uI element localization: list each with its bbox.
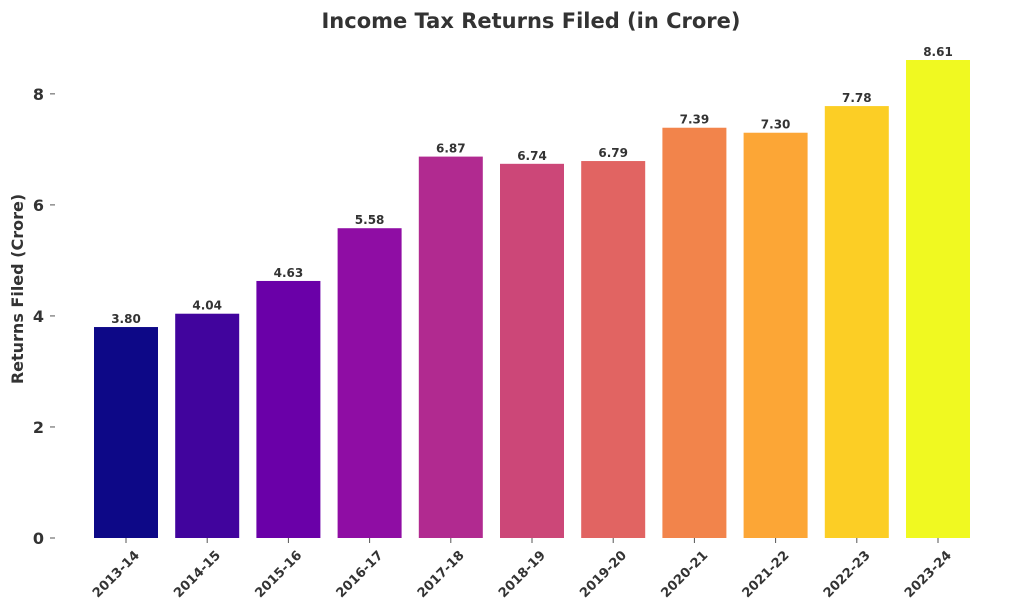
value-label: 3.80 xyxy=(111,312,141,326)
x-tick-label: 2013-14 xyxy=(90,548,143,601)
bar-2023-24 xyxy=(906,60,970,538)
bar-2016-17 xyxy=(337,228,402,538)
value-label: 5.58 xyxy=(355,213,385,227)
value-label: 4.63 xyxy=(274,266,304,280)
bar-2015-16 xyxy=(256,280,321,538)
value-label: 6.79 xyxy=(598,146,628,160)
y-axis: 0 2 4 6 8 xyxy=(33,85,55,548)
x-tick-label: 2017-18 xyxy=(415,548,468,601)
x-tick-label: 2015-16 xyxy=(252,548,305,601)
bar-2014-15 xyxy=(175,313,240,538)
x-tick-label: 2016-17 xyxy=(334,548,387,601)
value-label: 8.61 xyxy=(923,45,953,59)
y-tick-label: 4 xyxy=(33,307,44,326)
bar-2017-18 xyxy=(418,156,483,538)
x-tick-label: 2022-23 xyxy=(821,548,874,601)
value-label: 4.04 xyxy=(192,299,222,313)
y-tick-label: 6 xyxy=(33,196,44,215)
bar-2020-21 xyxy=(662,127,727,539)
x-tick-label: 2023-24 xyxy=(902,548,955,601)
y-tick-label: 2 xyxy=(33,418,44,437)
bar-2018-19 xyxy=(500,163,564,538)
bars-group xyxy=(94,60,970,539)
value-label: 7.78 xyxy=(842,91,872,105)
chart-title: Income Tax Returns Filed (in Crore) xyxy=(321,9,740,33)
x-axis: 2013-14 2014-15 2015-16 2016-17 2017-18 2018-… xyxy=(90,538,955,601)
y-tick-label: 0 xyxy=(33,529,44,548)
x-tick-label: 2018-19 xyxy=(496,548,549,601)
value-label: 6.87 xyxy=(436,142,466,156)
bar-2021-22 xyxy=(743,132,808,539)
value-label: 7.39 xyxy=(680,113,710,127)
value-labels-group: 3.80 4.04 4.63 5.58 6.87 6.74 6.79 7.39 7.30 7.78… xyxy=(111,45,953,326)
bar-2019-20 xyxy=(581,161,646,538)
value-label: 7.30 xyxy=(761,118,791,132)
bar-2013-14 xyxy=(94,327,158,538)
x-tick-label: 2019-20 xyxy=(577,548,630,601)
bar-2022-23 xyxy=(824,106,889,538)
y-axis-label: Returns Filed (Crore) xyxy=(8,194,27,384)
y-tick-label: 8 xyxy=(33,85,44,104)
x-tick-label: 2020-21 xyxy=(658,548,711,601)
x-tick-label: 2014-15 xyxy=(171,548,224,601)
value-label: 6.74 xyxy=(517,149,547,163)
x-tick-label: 2021-22 xyxy=(740,548,793,601)
